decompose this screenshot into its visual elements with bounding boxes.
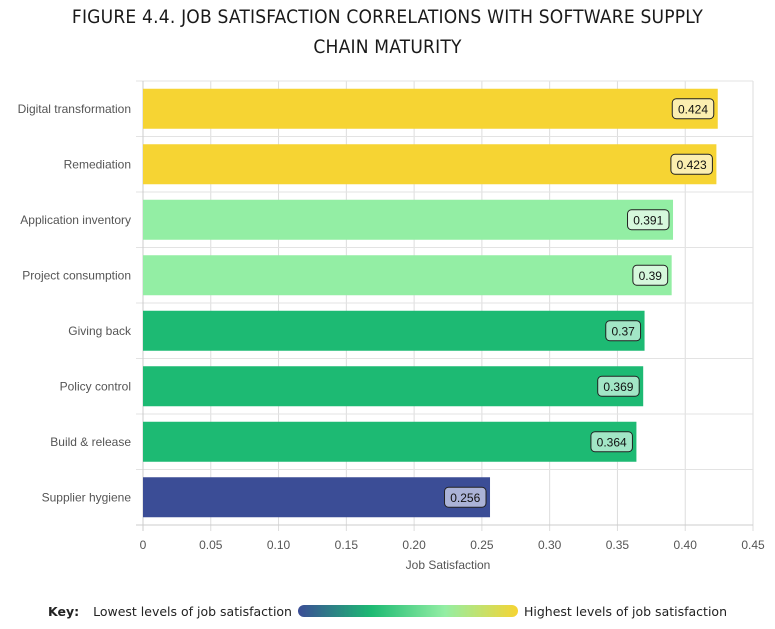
chart-title: FIGURE 4.4. JOB SATISFACTION CORRELATION…	[0, 2, 775, 62]
category-label: Build & release	[50, 435, 131, 449]
category-label: Supplier hygiene	[42, 490, 132, 504]
data-label-box	[671, 98, 715, 120]
key-title: Key:	[48, 603, 80, 619]
x-tick-label: 0.10	[267, 538, 291, 552]
x-tick-label: 0	[140, 538, 147, 552]
data-label-box	[597, 375, 640, 397]
data-label: 0.369	[603, 380, 633, 394]
x-tick-label: 0.45	[741, 538, 765, 552]
category-label: Project consumption	[22, 268, 131, 282]
x-tick-label: 0.15	[335, 538, 359, 552]
data-label: 0.37	[611, 324, 635, 338]
data-label-box	[590, 431, 633, 453]
data-label-box	[444, 486, 487, 508]
bar[interactable]	[143, 366, 644, 407]
x-tick-label: 0.05	[199, 538, 223, 552]
data-label: 0.423	[677, 158, 707, 172]
chart-title-line-1: FIGURE 4.4. JOB SATISFACTION CORRELATION…	[71, 6, 704, 28]
x-axis-title: Job Satisfaction	[406, 558, 491, 572]
x-axis-ticks: 0 0.05 0.10 0.15 0.20 0.25 0.30 0.35 0.40 0.45	[140, 538, 765, 552]
data-labels: 0.424 0.423 0.391 0.39 0.37 0.369 0.364 0.256	[444, 98, 715, 508]
data-label: 0.364	[597, 435, 627, 449]
bar[interactable]	[143, 421, 637, 462]
bar[interactable]	[143, 310, 645, 351]
data-label-box	[632, 264, 669, 286]
data-label: 0.424	[678, 102, 708, 116]
category-label: Policy control	[60, 379, 131, 393]
category-label: Digital transformation	[18, 102, 131, 116]
category-labels: Digital transformation Remediation Applica…	[18, 102, 132, 505]
category-label: Remediation	[64, 157, 131, 171]
data-label-box	[670, 153, 713, 175]
bar[interactable]	[143, 477, 491, 518]
data-label-box	[627, 209, 670, 231]
bar[interactable]	[143, 255, 672, 296]
x-tick-label: 0.30	[538, 538, 562, 552]
x-tick-label: 0.35	[606, 538, 630, 552]
bar[interactable]	[143, 144, 717, 185]
key-high-label: Highest levels of job satisfaction	[523, 603, 727, 619]
color-key: Key: Lowest levels of job satisfaction H…	[0, 600, 775, 622]
bar[interactable]	[143, 199, 674, 240]
x-tick-label: 0.20	[402, 538, 426, 552]
x-tick-label: 0.40	[674, 538, 698, 552]
category-label: Giving back	[68, 324, 132, 338]
bar[interactable]	[143, 88, 718, 129]
data-label: 0.256	[450, 491, 480, 505]
chart-title-line-2: CHAIN MATURITY	[313, 36, 462, 58]
data-label-box	[605, 320, 642, 342]
category-label: Application inventory	[20, 213, 131, 227]
bars	[143, 88, 718, 518]
data-label: 0.39	[639, 269, 663, 283]
x-tick-label: 0.25	[470, 538, 494, 552]
key-gradient-bar	[297, 605, 518, 617]
data-label: 0.391	[633, 213, 663, 227]
key-low-label: Lowest levels of job satisfaction	[93, 603, 292, 619]
